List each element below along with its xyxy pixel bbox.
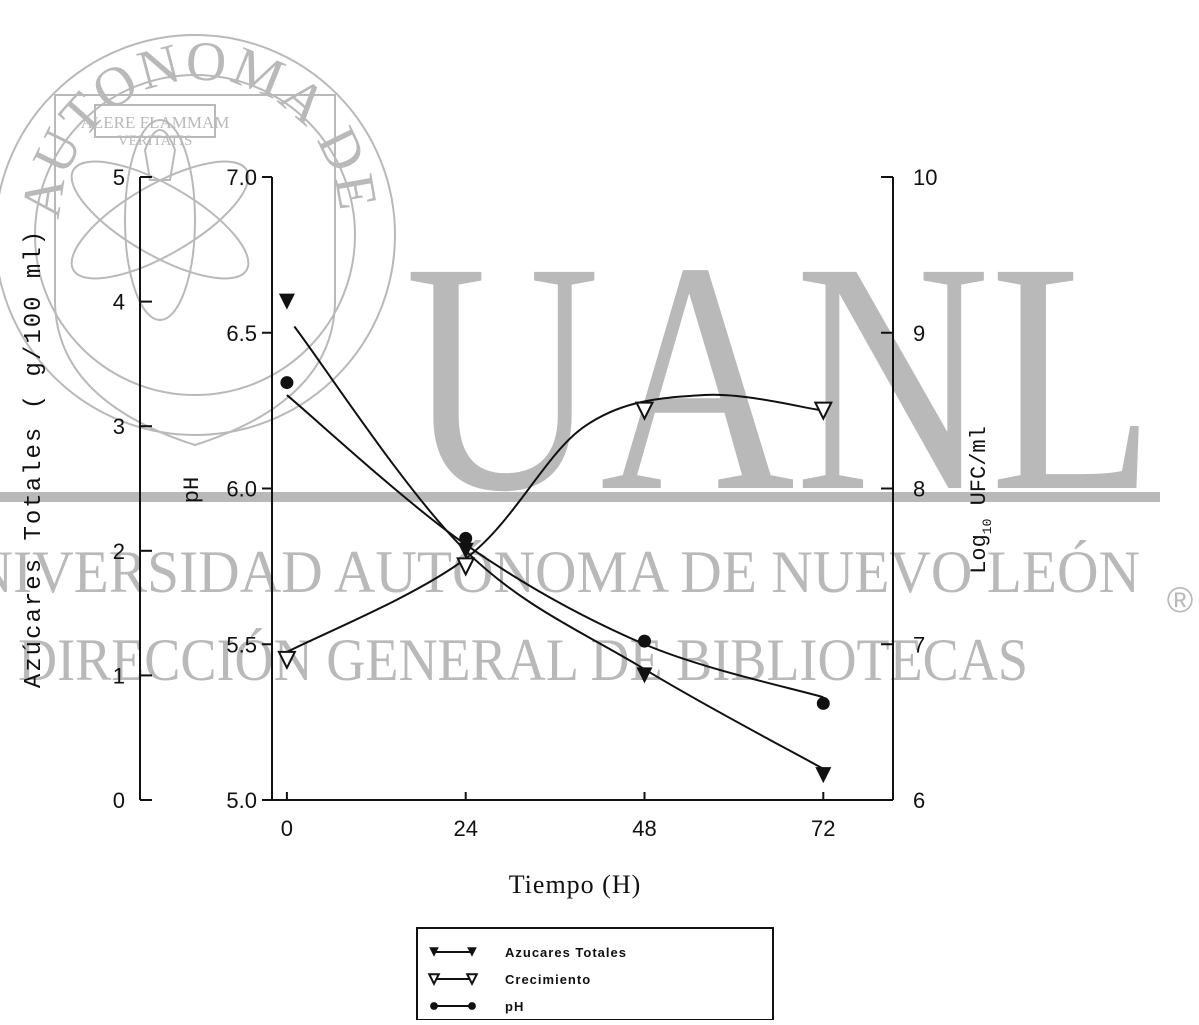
x-axis-label: Tiempo (H) bbox=[509, 870, 642, 899]
chart-curves bbox=[286, 325, 824, 770]
seal-atom-orbit bbox=[124, 119, 196, 321]
watermark-rule bbox=[0, 492, 1160, 502]
data-point bbox=[813, 401, 833, 421]
data-point bbox=[278, 293, 295, 310]
data-point bbox=[636, 667, 653, 684]
data-point bbox=[634, 401, 655, 421]
library-watermark: AUTONOMA DE NUEVO LEON ALERE FLAMMAM VER… bbox=[0, 0, 1193, 693]
watermark-library-name: DIRECCIÓN GENERAL DE BIBLIOTECAS bbox=[18, 627, 1028, 693]
sugar-axis-tick-label: 0 bbox=[113, 788, 125, 813]
x-axis-tick-label: 0 bbox=[281, 816, 293, 841]
seal-motto-bottom: VERITATIS bbox=[118, 133, 193, 149]
watermark-university-name: UNIVERSIDAD AUTÓNOMA DE NUEVO LEÓN bbox=[0, 539, 1140, 605]
seal-atom-orbit bbox=[70, 160, 250, 280]
log-axis-tick-label: 7 bbox=[913, 632, 925, 657]
log-axis-tick-label: 10 bbox=[913, 165, 937, 190]
log-axis-tick-label: 8 bbox=[913, 477, 925, 502]
chart-markers bbox=[277, 293, 833, 784]
x-axis-tick-label: 48 bbox=[632, 816, 656, 841]
sugar-axis-tick-label: 3 bbox=[113, 414, 125, 439]
ph-axis-tick-label: 6.0 bbox=[226, 477, 257, 502]
legend-label: Azucares Totales bbox=[505, 945, 627, 960]
seal-atom-orbit bbox=[70, 160, 250, 280]
data-point bbox=[456, 557, 476, 577]
chart-legend: Azucares Totales Crecimiento pH bbox=[416, 927, 774, 1021]
seal-shield bbox=[54, 94, 336, 447]
ph-axis-tick-label: 5.5 bbox=[226, 632, 257, 657]
sugar-axis-tick-label: 5 bbox=[113, 165, 125, 190]
seal-motto-banner bbox=[94, 104, 216, 138]
sugar-axis-tick-label: 2 bbox=[113, 539, 125, 564]
data-point bbox=[459, 531, 473, 545]
seal-ring-text: AUTONOMA DE NUEVO LEON bbox=[0, 0, 389, 222]
data-point bbox=[277, 650, 297, 671]
log-axis-label: Log10 UFC/ml bbox=[967, 426, 995, 574]
legend-marker-right bbox=[467, 947, 477, 957]
data-point bbox=[638, 634, 651, 648]
series-line bbox=[286, 394, 824, 699]
seal-flame bbox=[143, 129, 177, 181]
university-seal bbox=[0, 34, 396, 447]
seal-inner-ring bbox=[34, 74, 356, 396]
sugar-axis-tick-label: 1 bbox=[113, 663, 125, 688]
ph-axis-label: pH bbox=[180, 477, 205, 503]
series-line bbox=[293, 325, 824, 770]
legend-marker-right bbox=[465, 973, 479, 987]
x-axis-tick-label: 72 bbox=[811, 816, 835, 841]
log-axis-label-units: UFC/ml bbox=[967, 426, 992, 518]
log-axis-label-subscript: 10 bbox=[980, 519, 995, 535]
legend-label: pH bbox=[505, 999, 524, 1014]
log-axis-tick-label: 6 bbox=[913, 788, 925, 813]
seal-outer-ring bbox=[0, 34, 396, 436]
data-point bbox=[816, 696, 830, 710]
log-axis-tick-label: 9 bbox=[913, 321, 925, 346]
ph-axis-tick-label: 5.0 bbox=[226, 788, 257, 813]
log-axis-label-log: Log bbox=[967, 534, 992, 574]
series-line bbox=[286, 393, 824, 653]
sugar-axis-label: Azúcares Totales ( g/100 ml) bbox=[21, 229, 48, 688]
seal-text: AUTONOMA DE NUEVO LEON ALERE FLAMMAM VER… bbox=[0, 0, 389, 222]
legend-label: Crecimiento bbox=[505, 972, 591, 987]
seal-motto-top: ALERE FLAMMAM bbox=[81, 113, 230, 132]
legend-marker-right bbox=[468, 1002, 476, 1010]
watermark-lines: UNIVERSIDAD AUTÓNOMA DE NUEVO LEÓN DIREC… bbox=[0, 539, 1193, 693]
legend-marker-left bbox=[427, 973, 441, 987]
chart-axes: 0 1 2 3 4 5 Azúcares Totales ( g/100 ml) 5.0 5.5… bbox=[21, 165, 995, 899]
registered-mark: ® bbox=[1167, 579, 1194, 620]
data-point bbox=[815, 767, 832, 784]
legend-marker-left bbox=[430, 1002, 438, 1010]
data-point bbox=[280, 376, 294, 390]
legend-marker-left bbox=[429, 947, 439, 957]
data-point bbox=[457, 542, 474, 559]
sugar-axis-tick-label: 4 bbox=[113, 290, 125, 315]
ph-axis-tick-label: 7.0 bbox=[226, 165, 257, 190]
x-axis-tick-label: 24 bbox=[453, 816, 477, 841]
ph-axis-tick-label: 6.5 bbox=[226, 321, 257, 346]
